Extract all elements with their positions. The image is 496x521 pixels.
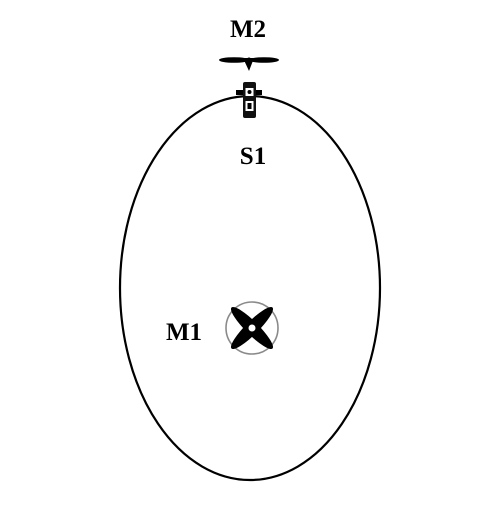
two-blade-propeller-icon: [219, 57, 279, 71]
label-s1: S1: [240, 143, 266, 170]
label-m2: M2: [230, 16, 266, 43]
label-m1: M1: [166, 319, 202, 346]
four-blade-propeller-icon: [225, 301, 279, 355]
sensor-module-icon: [236, 82, 262, 118]
